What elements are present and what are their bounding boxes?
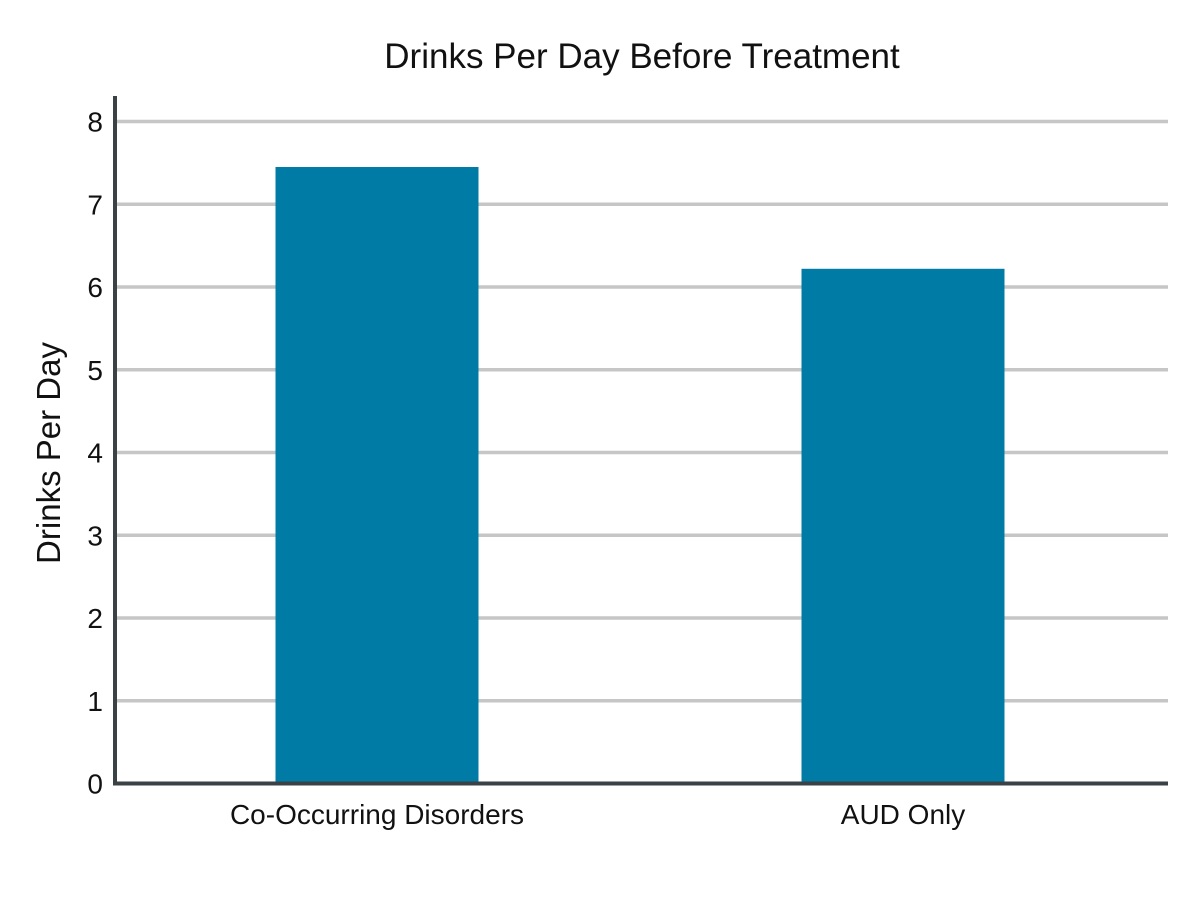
bar-1 [801,268,1005,784]
bars [275,167,1005,784]
gridlines [115,119,1168,703]
y-tick-labels: 0 1 2 3 4 5 6 7 8 [87,107,103,800]
x-category-label: AUD Only [841,799,965,830]
y-tick-label: 1 [87,686,103,717]
y-tick-label: 4 [87,438,103,469]
x-category-labels: Co-Occurring Disorders AUD Only [230,799,965,830]
y-axis-label: Drinks Per Day [30,342,67,564]
y-tick-label: 6 [87,272,103,303]
bar-0 [275,167,479,784]
y-tick-label: 8 [87,107,103,138]
y-tick-label: 0 [87,769,103,800]
y-tick-label: 3 [87,520,103,551]
y-tick-label: 5 [87,355,103,386]
x-category-label: Co-Occurring Disorders [230,799,524,830]
y-tick-label: 7 [87,189,103,220]
y-tick-label: 2 [87,603,103,634]
axes [113,96,1168,786]
chart-title: Drinks Per Day Before Treatment [384,37,900,76]
